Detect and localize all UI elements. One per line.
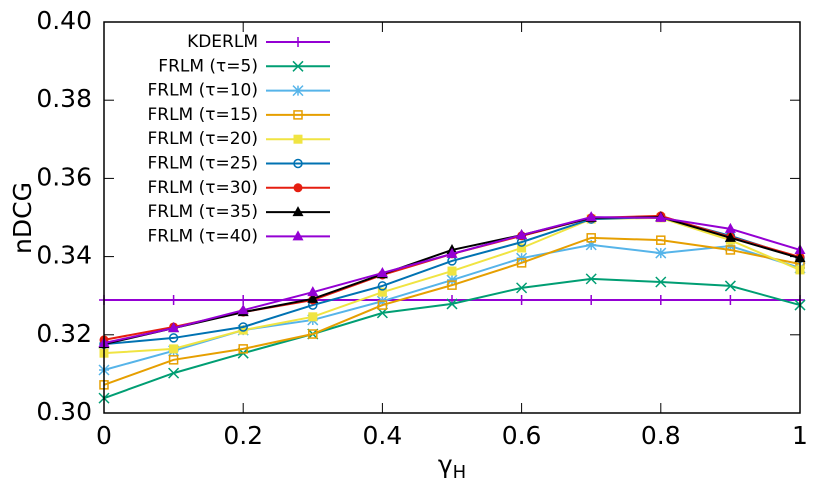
legend-label: KDERLM: [187, 32, 258, 52]
marker: [307, 286, 319, 297]
x-axis-label-main: γ: [438, 450, 453, 479]
marker: [307, 292, 319, 303]
marker: [586, 295, 597, 306]
legend-marker: [292, 230, 304, 241]
marker: [725, 245, 736, 255]
marker: [516, 229, 528, 240]
marker: [308, 312, 318, 322]
marker: [585, 211, 597, 222]
marker: [168, 333, 179, 343]
marker: [447, 280, 457, 290]
marker: [308, 329, 318, 339]
marker: [725, 295, 736, 306]
marker: [724, 280, 736, 292]
legend-label: FRLM (τ=20): [147, 129, 258, 149]
marker: [585, 273, 597, 285]
marker: [655, 276, 667, 288]
legend-marker: [293, 134, 303, 144]
plot-frame: [103, 21, 801, 414]
x-tick-label: 0: [96, 421, 112, 450]
x-axis-label-sub: H: [453, 462, 467, 483]
marker: [377, 300, 388, 310]
marker: [655, 295, 666, 306]
marker: [238, 325, 248, 335]
y-tick-label: 0.36: [36, 162, 92, 191]
legend-label: FRLM (τ=5): [158, 56, 258, 76]
legend-label: FRLM (τ=15): [147, 105, 258, 125]
marker: [238, 322, 248, 332]
y-tick-label: 0.38: [36, 84, 92, 113]
marker: [168, 295, 179, 306]
legend-marker: [292, 85, 304, 97]
legend-marker: [293, 158, 303, 169]
marker: [447, 266, 457, 276]
marker: [168, 322, 180, 333]
marker: [168, 355, 179, 365]
marker: [724, 231, 736, 242]
legend-label: FRLM (τ=40): [147, 226, 258, 246]
marker: [516, 295, 527, 306]
marker: [517, 243, 527, 253]
marker: [446, 298, 458, 310]
marker: [446, 274, 458, 286]
y-tick-label: 0.30: [36, 397, 92, 426]
legend-marker: [293, 110, 303, 120]
marker: [377, 287, 387, 297]
marker: [516, 258, 527, 268]
marker: [168, 367, 180, 379]
marker: [169, 344, 179, 354]
legend-label: FRLM (τ=10): [147, 81, 258, 101]
series-line: [103, 236, 801, 386]
legend-marker: [293, 183, 303, 193]
legend-marker: [293, 37, 303, 47]
marker: [238, 295, 249, 306]
marker: [585, 239, 597, 251]
x-axis-label: γH: [438, 450, 466, 483]
x-tick-label: 0.8: [641, 421, 681, 450]
marker: [377, 281, 388, 291]
legend-marker: [292, 206, 304, 217]
marker: [238, 344, 248, 354]
y-axis-label: nDCG: [8, 182, 37, 254]
marker: [237, 304, 249, 315]
legend-label: FRLM (τ=35): [147, 202, 258, 222]
y-tick-label: 0.32: [36, 319, 92, 348]
marker: [655, 211, 667, 222]
marker: [586, 233, 596, 243]
x-tick-label: 0.2: [223, 421, 263, 450]
series-line: [103, 243, 801, 371]
marker: [376, 267, 388, 278]
legend-label: FRLM (τ=25): [147, 154, 258, 174]
legend-label: FRLM (τ=30): [147, 178, 258, 198]
marker: [724, 222, 736, 233]
x-tick-label: 1: [792, 421, 808, 450]
x-tick-label: 0.4: [363, 421, 403, 450]
marker: [446, 247, 458, 258]
y-tick-label: 0.34: [36, 241, 92, 270]
marker: [655, 247, 667, 259]
x-tick-label: 0.6: [502, 421, 542, 450]
legend-marker: [292, 60, 304, 72]
y-tick-label: 0.40: [36, 6, 92, 35]
marker: [656, 235, 666, 245]
marker: [516, 282, 528, 294]
